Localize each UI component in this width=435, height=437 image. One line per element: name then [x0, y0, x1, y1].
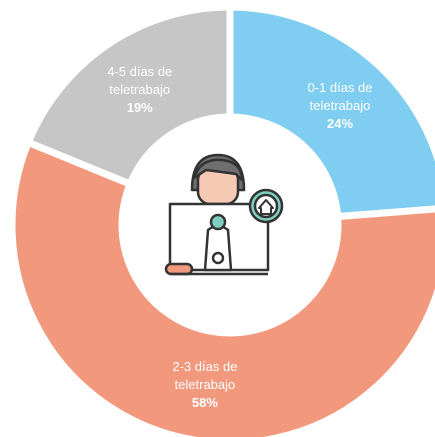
category-label: 2-3 días de teletrabajo: [157, 358, 253, 394]
category-label: 4-5 días de teletrabajo: [92, 63, 188, 99]
value-label: 58%: [157, 394, 253, 412]
chart: 0-1 días de teletrabajo24% 2-3 días de te…: [0, 0, 435, 437]
value-label: 19%: [92, 99, 188, 117]
value-label: 24%: [292, 115, 388, 133]
category-label: 0-1 días de teletrabajo: [292, 79, 388, 115]
remote-worker-icon: [166, 155, 282, 274]
